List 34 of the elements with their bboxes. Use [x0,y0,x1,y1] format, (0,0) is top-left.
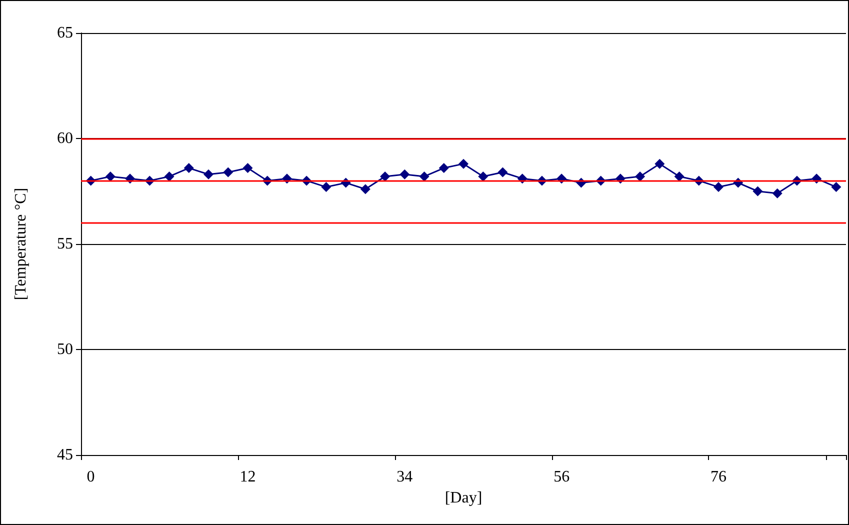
y-tick-label: 50 [57,341,73,358]
point [419,171,430,182]
point [164,171,174,182]
point [714,182,724,192]
x-tick-label: 0 [86,468,95,486]
y-tick-label: 55 [57,236,73,252]
x-tick-label: 34 [396,468,413,486]
point [242,163,253,174]
point [360,184,370,194]
point [752,186,763,196]
point [654,158,665,169]
y-axis-title: [Temperature °C] [12,188,30,300]
point [380,171,390,182]
x-tick-label: 12 [240,468,256,486]
point [400,169,410,180]
point [223,167,234,178]
y-tick-label: 45 [57,446,73,464]
point [438,163,449,174]
x-tick-label: 76 [710,468,726,486]
y-tick-label: 65 [57,24,73,42]
x-tick-label: 56 [554,468,570,486]
point [321,182,332,192]
point [478,171,488,182]
point [184,163,194,174]
point [105,171,116,182]
point [635,171,646,182]
point [831,182,842,192]
point [204,169,214,180]
point [498,167,508,178]
point [674,171,684,182]
point [772,188,782,198]
y-tick-label: 60 [57,130,73,147]
point [458,158,468,169]
x-axis-title: [Day] [444,489,482,506]
